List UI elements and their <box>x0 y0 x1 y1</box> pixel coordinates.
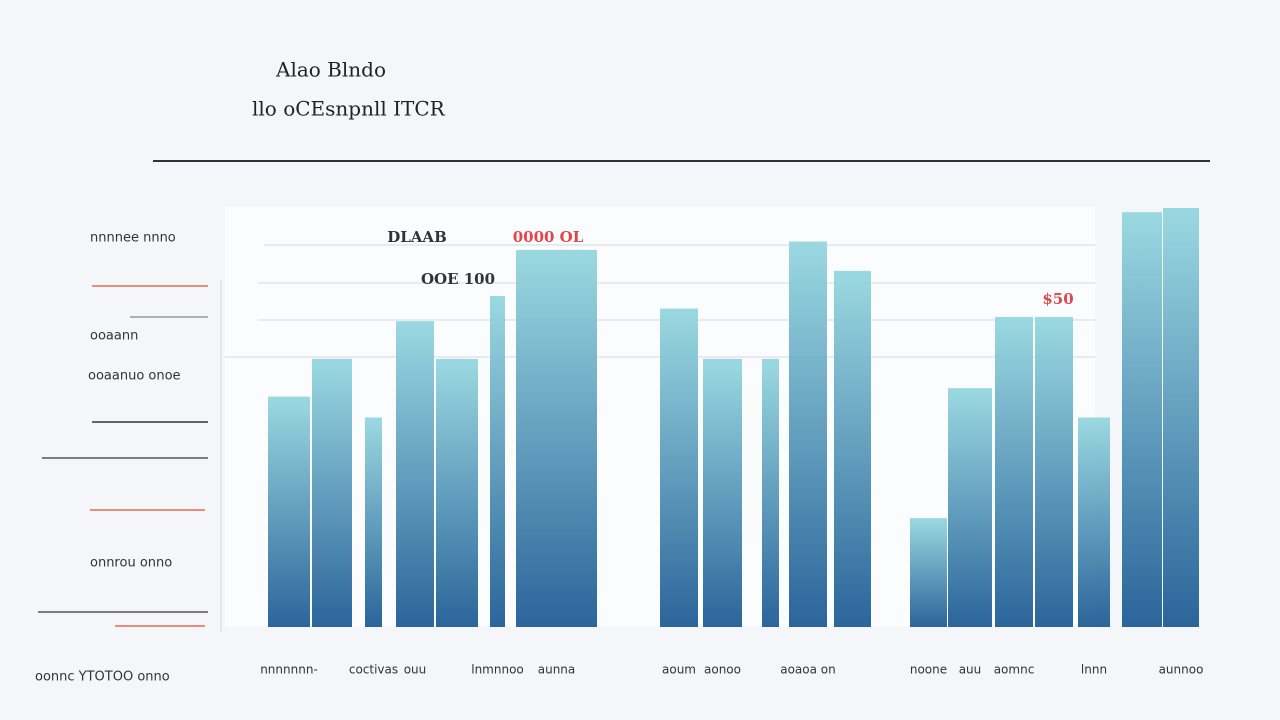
bar <box>436 358 478 627</box>
bar <box>789 241 827 627</box>
bar <box>396 321 434 627</box>
bar <box>312 358 352 627</box>
x-tick-label: noone <box>910 663 947 677</box>
bar <box>1163 208 1199 627</box>
annotation: OOE 100 <box>421 270 495 288</box>
bar <box>516 249 597 627</box>
bar <box>948 388 992 627</box>
annotation: DLAAB <box>387 228 447 246</box>
bar <box>834 270 871 627</box>
bar <box>703 358 742 627</box>
bar <box>268 396 310 627</box>
bar <box>365 417 382 627</box>
bar <box>762 358 779 627</box>
bar <box>1078 417 1110 627</box>
side-label: ooaann <box>90 329 138 344</box>
annotation: 0000 OL <box>513 228 584 246</box>
annotation: $50 <box>1042 290 1073 308</box>
x-tick-label: aoum <box>662 663 696 677</box>
x-tick-label: lnmnnoo <box>471 663 524 677</box>
bar <box>490 295 505 627</box>
side-label: ooaanuo onoe <box>88 369 181 384</box>
x-tick-label: nnnnnnn- <box>260 663 318 677</box>
side-label: oonnc YTOTOO onno <box>35 670 170 685</box>
bar <box>1035 316 1073 627</box>
x-tick-label: lnnn <box>1081 663 1107 677</box>
bar <box>995 316 1033 627</box>
bar <box>910 518 947 627</box>
x-tick-label: ouu <box>404 663 427 677</box>
side-label: onnrou onno <box>90 556 172 571</box>
side-label: nnnnee nnno <box>90 231 176 246</box>
chart-subtitle: llo oCEsnpnll ITCR <box>252 97 446 121</box>
x-tick-label: coctivas <box>349 663 398 677</box>
side-lines <box>38 285 208 627</box>
x-tick-label: aomnc <box>994 663 1035 677</box>
x-tick-label: aonoo <box>704 663 741 677</box>
bar <box>1122 212 1162 627</box>
x-tick-label: aoaoa on <box>780 663 836 677</box>
x-tick-label: aunna <box>538 663 576 677</box>
x-tick-label: aunnoo <box>1159 663 1204 677</box>
x-tick-label: auu <box>959 663 982 677</box>
bar <box>660 308 698 627</box>
chart-title: Alao Blndo <box>275 58 386 82</box>
